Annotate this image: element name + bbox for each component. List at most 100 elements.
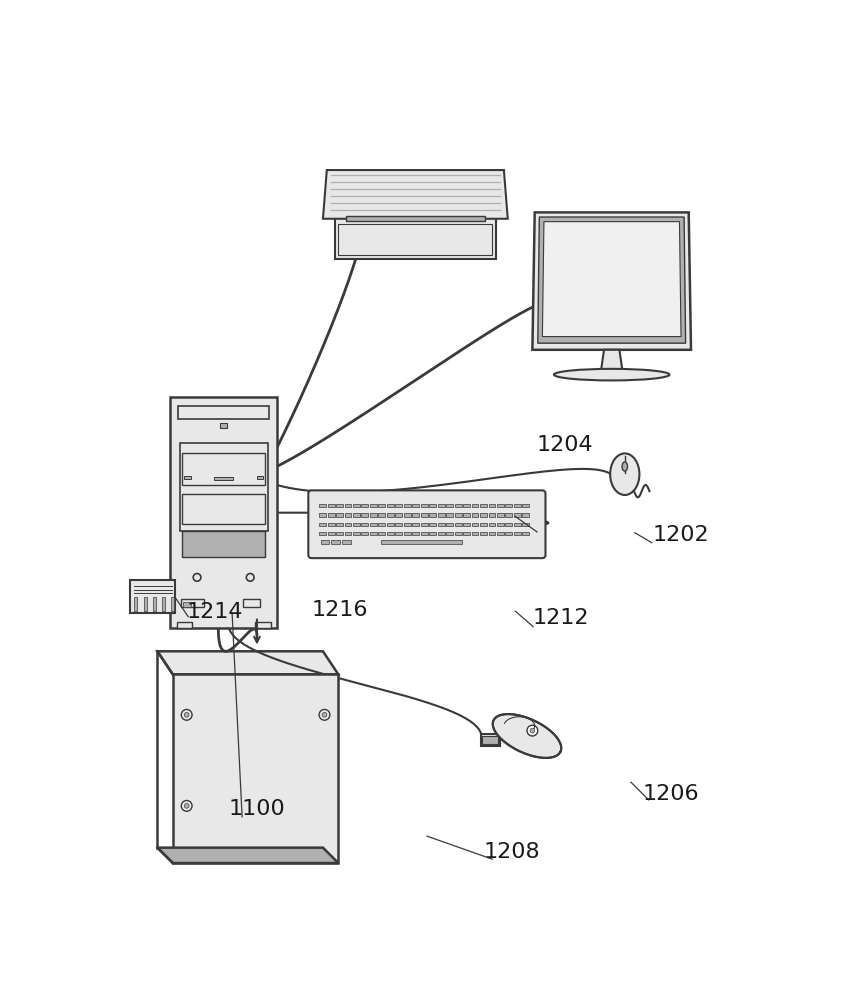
Bar [328, 532, 334, 535]
Bar [135, 597, 137, 611]
Bar [505, 523, 513, 526]
Bar [438, 513, 445, 517]
Circle shape [530, 728, 535, 733]
Text: 1212: 1212 [532, 608, 589, 628]
Bar [488, 523, 495, 526]
Bar [338, 224, 493, 255]
Bar [344, 523, 351, 526]
Bar [522, 504, 530, 507]
Bar [472, 504, 478, 507]
Bar [480, 513, 487, 517]
Bar [455, 523, 461, 526]
Bar [522, 532, 530, 535]
Bar [514, 523, 521, 526]
Bar [319, 513, 326, 517]
Bar [421, 513, 428, 517]
Bar [421, 523, 428, 526]
Polygon shape [542, 222, 681, 337]
Text: 1100: 1100 [229, 799, 285, 819]
Bar [328, 513, 334, 517]
Circle shape [181, 709, 192, 720]
Bar [396, 532, 402, 535]
Bar [488, 513, 495, 517]
Bar [413, 523, 419, 526]
Bar [336, 504, 343, 507]
Bar [179, 406, 269, 419]
Bar [396, 523, 402, 526]
Bar [344, 504, 351, 507]
Bar [353, 504, 360, 507]
Polygon shape [538, 217, 685, 343]
Polygon shape [157, 651, 338, 674]
Circle shape [319, 709, 330, 720]
Bar [361, 532, 369, 535]
Bar [353, 513, 360, 517]
Bar [370, 504, 377, 507]
Bar [514, 504, 521, 507]
Bar [455, 504, 461, 507]
Bar [429, 513, 436, 517]
Bar [361, 513, 369, 517]
Bar [182, 531, 265, 557]
Bar [446, 523, 453, 526]
Polygon shape [493, 714, 562, 758]
Bar [505, 513, 513, 517]
Bar [438, 504, 445, 507]
Bar [396, 504, 402, 507]
Bar [177, 622, 192, 628]
Bar [429, 523, 436, 526]
Bar [404, 523, 411, 526]
Bar [497, 513, 504, 517]
Bar [386, 504, 394, 507]
Bar [488, 504, 495, 507]
Bar [336, 513, 343, 517]
Bar [482, 736, 498, 744]
Bar [421, 532, 428, 535]
Bar [480, 504, 487, 507]
Bar [463, 504, 470, 507]
Bar [370, 532, 377, 535]
Bar [522, 513, 530, 517]
Bar [463, 513, 470, 517]
Bar [131, 580, 175, 613]
Bar [370, 523, 377, 526]
Polygon shape [157, 848, 338, 863]
Bar [497, 504, 504, 507]
Bar [319, 523, 326, 526]
Bar [472, 523, 478, 526]
Bar [488, 532, 495, 535]
Bar [378, 513, 386, 517]
Bar [413, 513, 419, 517]
Polygon shape [481, 734, 500, 746]
Bar [319, 504, 326, 507]
Bar [353, 532, 360, 535]
Bar [463, 532, 470, 535]
Bar [378, 504, 386, 507]
Bar [413, 504, 419, 507]
FancyBboxPatch shape [308, 490, 546, 558]
Circle shape [181, 800, 192, 811]
Ellipse shape [610, 453, 639, 495]
Bar [346, 216, 485, 221]
Bar [497, 523, 504, 526]
Text: 1216: 1216 [312, 600, 368, 620]
Bar [480, 523, 487, 526]
Bar [220, 423, 227, 428]
Bar [429, 532, 436, 535]
Bar [413, 532, 419, 535]
Text: 1206: 1206 [642, 784, 699, 804]
Bar [257, 476, 263, 479]
Text: 1204: 1204 [536, 435, 593, 455]
Bar [319, 532, 326, 535]
Bar [386, 532, 394, 535]
Circle shape [247, 574, 254, 581]
Polygon shape [173, 674, 338, 863]
Bar [472, 513, 478, 517]
Bar [342, 540, 350, 544]
Bar [446, 532, 453, 535]
Bar [182, 453, 265, 485]
Polygon shape [601, 350, 622, 371]
Bar [381, 540, 461, 544]
Bar [446, 513, 453, 517]
Bar [361, 523, 369, 526]
